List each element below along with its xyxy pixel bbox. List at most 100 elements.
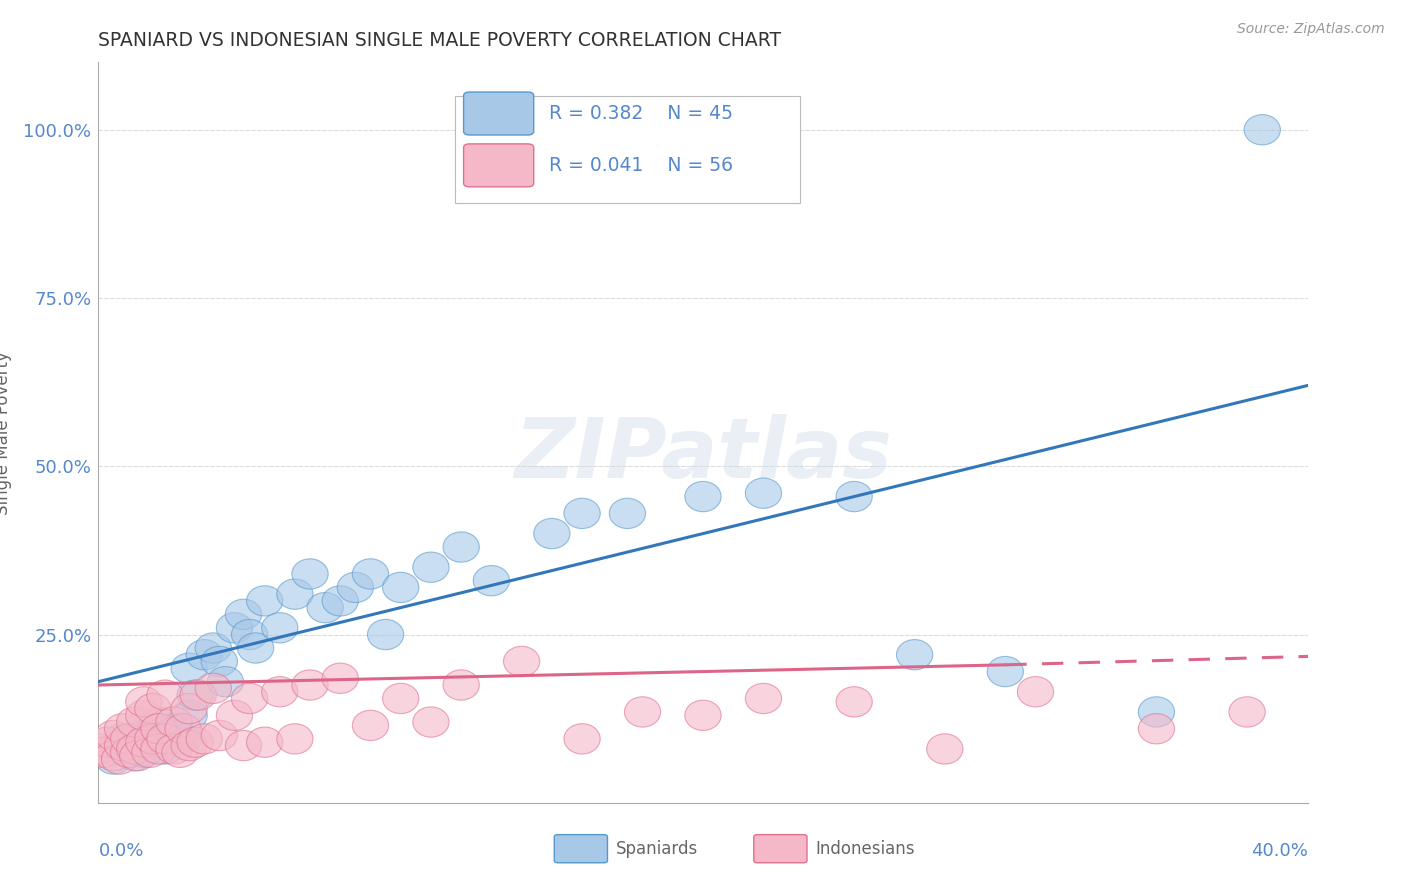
Text: R = 0.041    N = 56: R = 0.041 N = 56: [550, 156, 734, 175]
Ellipse shape: [564, 499, 600, 529]
Ellipse shape: [1229, 697, 1265, 727]
Ellipse shape: [1244, 114, 1281, 145]
Ellipse shape: [125, 687, 162, 717]
Ellipse shape: [104, 731, 141, 761]
Ellipse shape: [322, 663, 359, 693]
Ellipse shape: [367, 619, 404, 649]
Ellipse shape: [745, 478, 782, 508]
Ellipse shape: [353, 710, 388, 740]
Ellipse shape: [177, 680, 214, 710]
Ellipse shape: [186, 723, 222, 754]
Ellipse shape: [165, 723, 201, 754]
Ellipse shape: [443, 532, 479, 562]
Ellipse shape: [927, 734, 963, 764]
Ellipse shape: [201, 721, 238, 751]
Ellipse shape: [262, 613, 298, 643]
Ellipse shape: [745, 683, 782, 714]
Ellipse shape: [217, 700, 253, 731]
Ellipse shape: [897, 640, 932, 670]
Text: Indonesians: Indonesians: [815, 839, 915, 858]
Ellipse shape: [86, 737, 122, 767]
Ellipse shape: [564, 723, 600, 754]
Ellipse shape: [307, 592, 343, 623]
Ellipse shape: [135, 727, 172, 757]
Ellipse shape: [104, 714, 141, 744]
Ellipse shape: [135, 723, 172, 754]
Ellipse shape: [1139, 714, 1174, 744]
Ellipse shape: [141, 714, 177, 744]
Ellipse shape: [292, 558, 328, 589]
Ellipse shape: [111, 737, 146, 767]
Ellipse shape: [837, 687, 872, 717]
Ellipse shape: [90, 727, 125, 757]
Ellipse shape: [172, 700, 207, 731]
Ellipse shape: [474, 566, 509, 596]
Ellipse shape: [413, 552, 449, 582]
Ellipse shape: [685, 482, 721, 512]
Ellipse shape: [503, 647, 540, 677]
Ellipse shape: [180, 680, 217, 710]
Ellipse shape: [117, 734, 153, 764]
FancyBboxPatch shape: [464, 92, 534, 135]
Ellipse shape: [186, 640, 222, 670]
Ellipse shape: [246, 727, 283, 757]
Ellipse shape: [238, 632, 274, 663]
FancyBboxPatch shape: [464, 144, 534, 186]
Ellipse shape: [837, 482, 872, 512]
Ellipse shape: [322, 586, 359, 616]
Ellipse shape: [135, 693, 172, 723]
Ellipse shape: [96, 740, 132, 771]
Ellipse shape: [111, 723, 146, 754]
Text: 0.0%: 0.0%: [98, 842, 143, 860]
Ellipse shape: [120, 740, 156, 771]
Ellipse shape: [96, 744, 132, 774]
Ellipse shape: [111, 734, 146, 764]
Text: ZIPatlas: ZIPatlas: [515, 414, 891, 495]
Ellipse shape: [141, 706, 177, 737]
Ellipse shape: [413, 706, 449, 737]
Ellipse shape: [277, 579, 314, 609]
Text: 40.0%: 40.0%: [1251, 842, 1308, 860]
Ellipse shape: [172, 653, 207, 683]
Y-axis label: Single Male Poverty: Single Male Poverty: [0, 351, 13, 515]
Ellipse shape: [132, 737, 167, 767]
Ellipse shape: [195, 673, 232, 704]
Ellipse shape: [117, 740, 153, 771]
Text: R = 0.382    N = 45: R = 0.382 N = 45: [550, 104, 734, 123]
Ellipse shape: [156, 706, 193, 737]
Ellipse shape: [353, 558, 388, 589]
Ellipse shape: [262, 677, 298, 706]
Ellipse shape: [1018, 677, 1053, 706]
Ellipse shape: [165, 714, 201, 744]
Ellipse shape: [172, 731, 207, 761]
Ellipse shape: [443, 670, 479, 700]
Ellipse shape: [172, 693, 207, 723]
Ellipse shape: [177, 727, 214, 757]
Ellipse shape: [104, 723, 141, 754]
Ellipse shape: [125, 727, 162, 757]
Ellipse shape: [382, 683, 419, 714]
Ellipse shape: [609, 499, 645, 529]
Ellipse shape: [125, 721, 162, 751]
Ellipse shape: [232, 619, 267, 649]
Ellipse shape: [156, 714, 193, 744]
Ellipse shape: [207, 666, 243, 697]
Ellipse shape: [125, 700, 162, 731]
Ellipse shape: [292, 670, 328, 700]
Ellipse shape: [382, 573, 419, 603]
FancyBboxPatch shape: [456, 95, 800, 203]
Ellipse shape: [987, 657, 1024, 687]
Ellipse shape: [246, 586, 283, 616]
Ellipse shape: [277, 723, 314, 754]
Ellipse shape: [80, 734, 117, 764]
Ellipse shape: [141, 734, 177, 764]
Ellipse shape: [232, 683, 267, 714]
Ellipse shape: [195, 632, 232, 663]
Text: Source: ZipAtlas.com: Source: ZipAtlas.com: [1237, 22, 1385, 37]
Ellipse shape: [117, 706, 153, 737]
Ellipse shape: [125, 737, 162, 767]
Ellipse shape: [225, 599, 262, 630]
Text: SPANIARD VS INDONESIAN SINGLE MALE POVERTY CORRELATION CHART: SPANIARD VS INDONESIAN SINGLE MALE POVER…: [98, 30, 782, 50]
Ellipse shape: [624, 697, 661, 727]
Ellipse shape: [162, 737, 198, 767]
